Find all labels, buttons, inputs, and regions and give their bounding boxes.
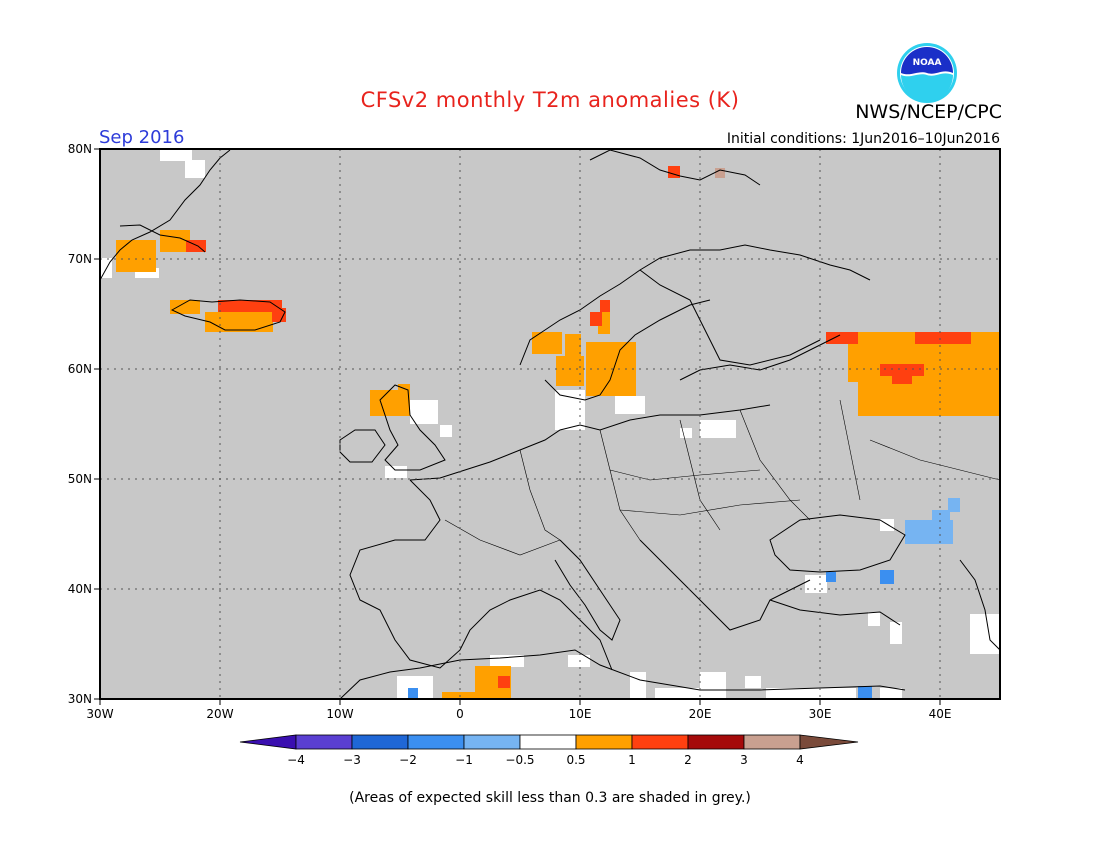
lon-tick-label: 20W xyxy=(206,707,233,721)
colorbar-label: −1 xyxy=(455,753,473,767)
colorbar-segment xyxy=(351,734,409,750)
neutral-anomaly-patches xyxy=(100,149,1000,699)
colorbar-segment xyxy=(519,734,577,750)
colorbar-label: 1 xyxy=(628,753,636,767)
lat-tick-label: 50N xyxy=(68,472,92,486)
colorbar-label: −2 xyxy=(399,753,417,767)
noaa-logo: NOAA xyxy=(897,43,957,103)
map-frame xyxy=(99,148,1001,700)
forecast-month: Sep 2016 xyxy=(99,127,185,148)
lon-tick-label: 10W xyxy=(326,707,353,721)
lon-tick-label: 10E xyxy=(569,707,592,721)
initial-conditions: Initial conditions: 1Jun2016–10Jun2016 xyxy=(726,131,1000,147)
colorbar-low-arrow xyxy=(239,734,297,750)
colorbar xyxy=(239,734,859,750)
lat-tick-label: 70N xyxy=(68,252,92,266)
map-background xyxy=(100,149,1000,699)
colorbar-segment xyxy=(295,734,353,750)
lat-tick-label: 40N xyxy=(68,582,92,596)
colorbar-high-arrow xyxy=(799,734,859,750)
footnote: (Areas of expected skill less than 0.3 a… xyxy=(349,790,751,806)
colorbar-segment xyxy=(463,734,521,750)
lat-tick-label: 80N xyxy=(68,142,92,156)
graticule xyxy=(100,149,1000,699)
colorbar-segment xyxy=(575,734,633,750)
warm-anomaly-patches xyxy=(116,230,1000,699)
colorbar-label: 3 xyxy=(740,753,748,767)
strong-warm-anomaly-patches xyxy=(186,166,971,688)
coastlines xyxy=(100,149,1000,699)
colorbar-label: 2 xyxy=(684,753,692,767)
colorbar-segment xyxy=(687,734,745,750)
lat-tick-label: 30N xyxy=(68,692,92,706)
cold-anomaly-patches xyxy=(905,498,960,544)
lon-tick-label: 20E xyxy=(689,707,712,721)
lon-tick-label: 30E xyxy=(809,707,832,721)
colorbar-label: −0.5 xyxy=(505,753,534,767)
agency-label: NWS/NCEP/CPC xyxy=(855,101,1002,123)
colorbar-segment xyxy=(407,734,465,750)
very-strong-warm-patches xyxy=(715,168,725,178)
colorbar-label: 4 xyxy=(796,753,804,767)
colorbar-segment xyxy=(631,734,689,750)
svg-text:NOAA: NOAA xyxy=(913,58,942,68)
lon-tick-label: 30W xyxy=(86,707,113,721)
lat-tick-label: 60N xyxy=(68,362,92,376)
map-title: CFSv2 monthly T2m anomalies (K) xyxy=(360,88,740,112)
colorbar-label: −4 xyxy=(287,753,305,767)
colorbar-segment xyxy=(743,734,801,750)
lon-tick-label: 40E xyxy=(929,707,952,721)
colorbar-label: 0.5 xyxy=(566,753,585,767)
lon-tick-label: 0 xyxy=(456,707,464,721)
colorbar-label: −3 xyxy=(343,753,361,767)
